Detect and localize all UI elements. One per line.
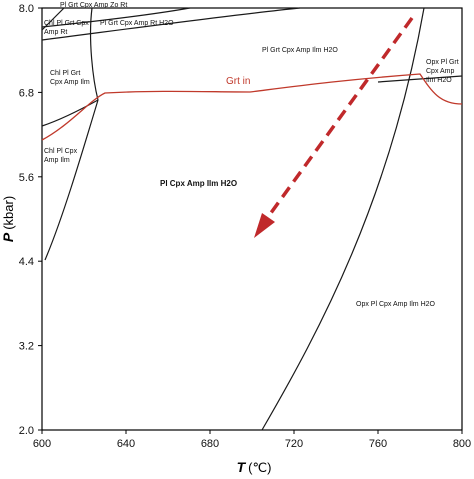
axis-ticks bbox=[38, 7, 463, 434]
field-label: Chl Pl Cpx bbox=[44, 148, 78, 155]
field-label: Pl Grt Cpx Amp Ilm H2O bbox=[262, 47, 338, 54]
pt-path-arrow bbox=[266, 16, 414, 219]
y-tick-label: 6.8 bbox=[19, 87, 34, 99]
boundary-line bbox=[41, 99, 99, 127]
field-label: Opx Pl Cpx Amp Ilm H2O bbox=[356, 301, 436, 308]
field-label: Amp Rt bbox=[44, 29, 67, 36]
field-label: Amp Ilm bbox=[44, 157, 70, 164]
x-tick-label: 680 bbox=[201, 438, 219, 450]
x-axis-title: T (℃) bbox=[237, 459, 272, 475]
x-tick-label: 720 bbox=[285, 438, 303, 450]
y-tick-label: 4.4 bbox=[19, 256, 34, 268]
y-axis-title: P(kbar) bbox=[0, 196, 16, 242]
boundary-line bbox=[41, 7, 191, 28]
garnet-in-line bbox=[41, 73, 463, 141]
field-label: Chl Pl Grt Cpx bbox=[44, 20, 89, 27]
field-label: Pl Grt Cpx Amp Rt H2O bbox=[100, 20, 174, 27]
field-boundaries bbox=[41, 7, 463, 431]
field-label: Cpx Amp bbox=[426, 68, 455, 75]
plot-frame bbox=[41, 7, 463, 431]
boundary-line bbox=[41, 7, 65, 31]
y-tick-label: 8.0 bbox=[19, 3, 34, 15]
field-label: Cpx Amp Ilm bbox=[50, 79, 90, 86]
field-label: Chl Pl Grt bbox=[50, 70, 80, 77]
field-label: Pl Grt Cpx Amp Zo Rt bbox=[60, 2, 127, 9]
arrowhead-icon bbox=[254, 213, 275, 238]
boundary-line bbox=[261, 7, 425, 431]
field-label: Pl Cpx Amp Ilm H2O bbox=[160, 179, 237, 188]
boundary-line bbox=[44, 99, 99, 261]
field-label: Opx Pl Grt bbox=[426, 59, 459, 66]
boundary-line bbox=[377, 75, 463, 83]
boundary-line bbox=[41, 7, 301, 41]
y-tick-label: 3.2 bbox=[19, 341, 34, 353]
x-tick-label: 800 bbox=[453, 438, 471, 450]
garnet-in-label: Grt in bbox=[226, 76, 250, 87]
x-tick-label: 640 bbox=[117, 438, 135, 450]
field-label: Ilm H2O bbox=[426, 77, 452, 84]
x-tick-label: 760 bbox=[369, 438, 387, 450]
x-tick-label: 600 bbox=[33, 438, 51, 450]
y-tick-label: 2.0 bbox=[19, 425, 34, 437]
y-tick-label: 5.6 bbox=[19, 172, 34, 184]
boundary-line bbox=[89, 7, 99, 101]
